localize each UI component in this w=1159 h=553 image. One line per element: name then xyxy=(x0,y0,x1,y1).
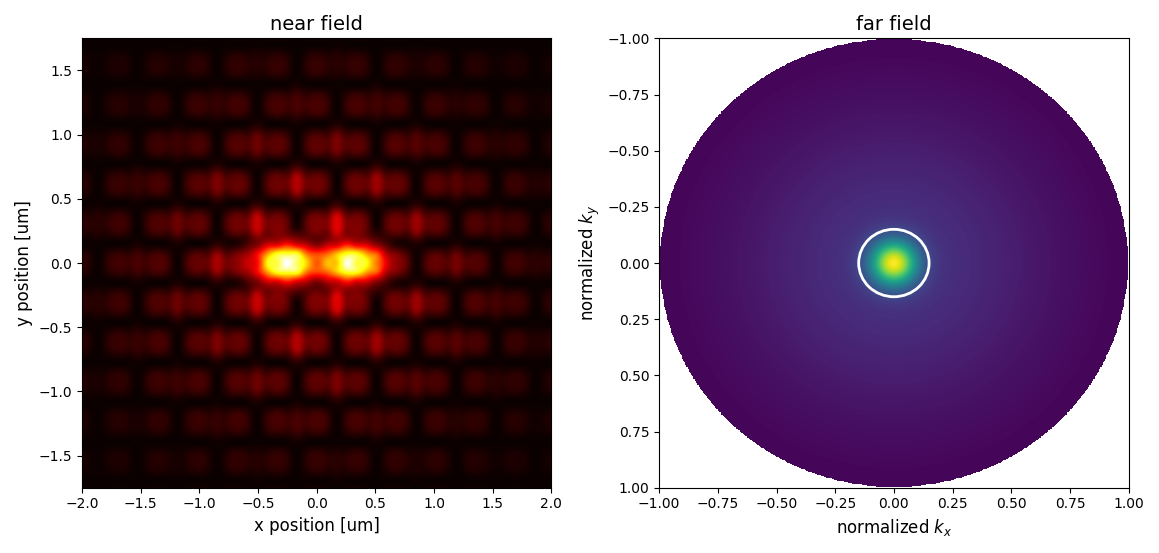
X-axis label: normalized $k_x$: normalized $k_x$ xyxy=(836,517,953,538)
Title: far field: far field xyxy=(857,15,932,34)
Title: near field: near field xyxy=(270,15,363,34)
X-axis label: x position [um]: x position [um] xyxy=(254,517,380,535)
Y-axis label: normalized $k_y$: normalized $k_y$ xyxy=(577,205,602,321)
Y-axis label: y position [um]: y position [um] xyxy=(15,200,32,326)
